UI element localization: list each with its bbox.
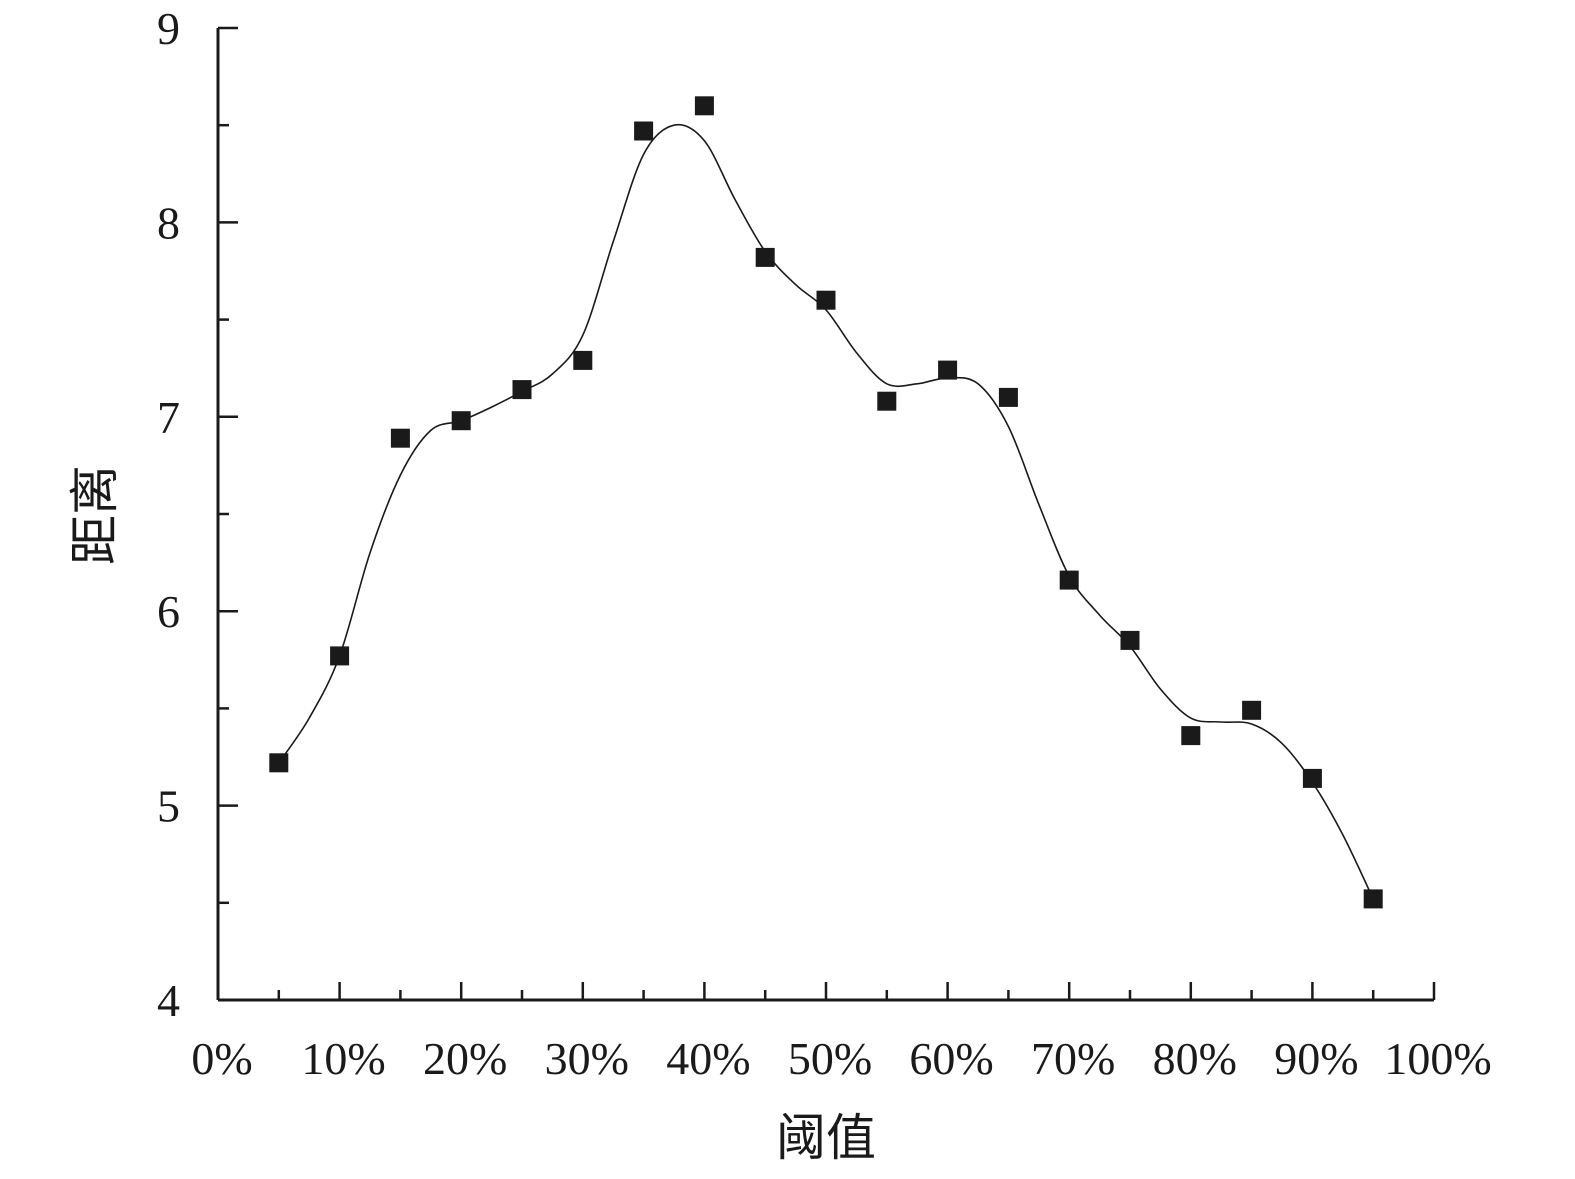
y-axis-title: 距离 [66,465,124,565]
x-tick-label: 50% [788,1033,872,1084]
x-tick-label: 30% [545,1033,629,1084]
x-tick-label: 80% [1153,1033,1237,1084]
axes [216,28,1434,1002]
y-tick-label: 4 [157,975,180,1026]
data-point-marker [938,360,958,380]
data-point-marker [1302,768,1322,788]
x-axis-title: 阈值 [776,1109,876,1167]
data-point-marker [1242,700,1262,720]
x-tick-label: 100% [1384,1033,1491,1084]
x-ticks: 0% 10% 20% 30% 40% 50% 60% 70% 80% 90% 100% [191,982,1492,1084]
x-tick-label: 60% [909,1033,993,1084]
y-tick-label: 8 [157,197,180,248]
data-point-marker [390,428,410,448]
data-point-marker [816,290,836,310]
trend-curve [278,123,1374,900]
y-tick-label: 6 [157,586,180,637]
data-point-marker [1181,726,1201,746]
x-tick-label: 10% [301,1033,385,1084]
data-point-marker [451,411,471,431]
x-tick-label: 90% [1274,1033,1358,1084]
data-point-marker [998,387,1018,407]
data-point-marker [512,380,532,400]
data-point-marker [269,753,289,773]
y-tick-label: 5 [157,781,180,832]
data-point-marker [1059,570,1079,590]
data-point-marker [330,646,350,666]
x-tick-label: 40% [666,1033,750,1084]
y-ticks: 4 5 6 7 8 9 [157,3,238,1026]
data-point-marker [634,121,654,141]
y-tick-label: 9 [157,3,180,54]
data-point-marker [877,391,897,411]
data-point-marker [694,96,714,116]
x-tick-label: 0% [191,1033,252,1084]
data-markers [269,96,1383,909]
data-point-marker [573,350,593,370]
data-point-marker [755,247,775,267]
data-point-marker [1363,889,1383,909]
x-tick-label: 70% [1031,1033,1115,1084]
x-tick-label: 20% [423,1033,507,1084]
data-point-marker [1120,630,1140,650]
y-tick-label: 7 [157,392,180,443]
